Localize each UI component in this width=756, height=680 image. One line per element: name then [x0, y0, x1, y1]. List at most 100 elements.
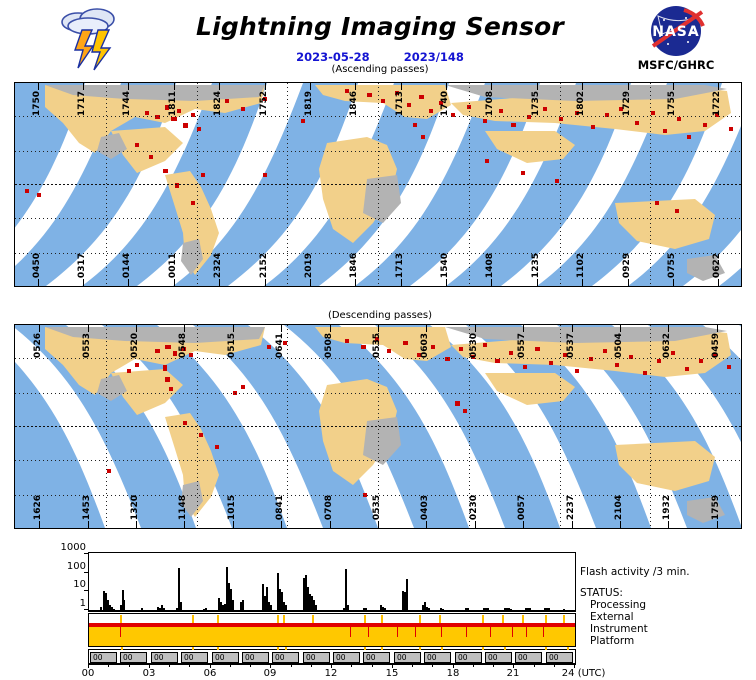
timeline-block[interactable]: 00 — [90, 652, 117, 663]
timeline-block[interactable]: 00 — [303, 652, 330, 663]
orbit-tick — [628, 279, 629, 286]
orbit-tick — [620, 521, 621, 528]
legend-status-external: External — [590, 611, 634, 623]
status-row-platform — [89, 637, 575, 646]
time-axis-label: 12 — [324, 668, 338, 679]
time-axis-minor-tick — [432, 664, 433, 667]
orbit-time-label: 1750 — [32, 91, 42, 117]
timeline-block[interactable]: 00 — [515, 652, 542, 663]
processing-status-tick — [502, 615, 504, 623]
map-descending-passes[interactable]: 0526 0553 0520 0548 0515 0641 0508 0535 0603 0530… — [14, 324, 742, 529]
flash-activity-bar — [141, 608, 143, 611]
time-axis-label: 00 — [81, 668, 95, 679]
flash-activity-bar — [345, 569, 347, 611]
timeline-block[interactable]: 00 — [485, 652, 512, 663]
time-axis-tick — [453, 664, 454, 668]
orbit-time-label: 1235 — [531, 252, 541, 278]
orbit-time-label: 1932 — [662, 494, 672, 520]
flash-activity-bar — [111, 607, 113, 611]
orbit-time-label: 0553 — [82, 333, 92, 359]
timeline-marker — [217, 647, 219, 650]
orbit-tick — [174, 83, 175, 90]
timeline-marker — [285, 647, 287, 650]
flash-activity-bar — [230, 589, 232, 611]
timeline-block[interactable]: 00 — [333, 652, 360, 663]
page-header: Lightning Imaging Sensor 2023-05-28 2023… — [0, 0, 756, 78]
orbit-tick — [83, 83, 84, 90]
timeline-block[interactable]: 00 — [546, 652, 573, 663]
flash-activity-bar — [544, 608, 546, 611]
processing-status-tick — [364, 615, 366, 623]
flash-activity-bar — [224, 604, 226, 611]
timeline-block[interactable]: 00 — [181, 652, 208, 663]
flash-markers-ascending — [25, 89, 733, 213]
timeline-block[interactable]: 00 — [242, 652, 269, 663]
orbit-tick — [281, 521, 282, 528]
time-axis-minor-tick — [534, 664, 535, 667]
flash-activity-bar — [266, 587, 268, 611]
flash-activity-chart[interactable] — [88, 552, 576, 612]
processing-status-tick — [381, 615, 383, 623]
time-axis-minor-tick — [250, 664, 251, 667]
orbit-time-label: 0450 — [32, 252, 42, 278]
flash-activity-bar — [382, 607, 384, 611]
orbit-time-label: 1540 — [440, 252, 450, 278]
orbit-tick — [620, 325, 621, 332]
orbit-time-label: 0603 — [420, 333, 430, 359]
gridline-lon — [650, 325, 651, 528]
time-axis-label: 06 — [203, 668, 217, 679]
orbit-time-label: 1740 — [440, 91, 450, 117]
external-status-tick — [490, 627, 491, 637]
flash-activity-bar — [226, 567, 228, 611]
observation-date: 2023-05-28 — [296, 50, 370, 64]
flash-activity-bar — [313, 600, 315, 611]
timeline-block[interactable]: 00 — [272, 652, 299, 663]
orbit-tick — [582, 83, 583, 90]
flash-activity-bar — [428, 608, 430, 611]
orbit-time-label: 1722 — [712, 91, 722, 117]
chart-y-tick-label: 100 — [66, 560, 86, 572]
orbit-time-label: 2019 — [304, 252, 314, 278]
orbit-time-label: 0632 — [662, 333, 672, 359]
timeline-block[interactable]: 00 — [120, 652, 147, 663]
flash-activity-bar — [157, 607, 159, 611]
orbit-time-label: 1148 — [178, 494, 188, 520]
timeline-block[interactable]: 00 — [363, 652, 390, 663]
legend-status-processing: Processing — [590, 599, 647, 611]
orbit-tick — [128, 83, 129, 90]
orbit-tick — [475, 325, 476, 332]
orbit-tick — [88, 325, 89, 332]
timeline-marker — [364, 647, 366, 650]
orbit-time-label: 0535 — [372, 494, 382, 520]
processing-status-tick — [439, 615, 441, 623]
orbit-tick — [426, 325, 427, 332]
timeline-block[interactable]: 00 — [151, 652, 178, 663]
processing-status-tick — [522, 615, 524, 623]
timeline-block[interactable]: 00 — [424, 652, 451, 663]
status-panel[interactable] — [88, 613, 576, 647]
orbit-tick — [673, 279, 674, 286]
map-ascending-passes[interactable]: 1750 1717 1744 1811 1824 1752 1819 1846 1713 1740… — [14, 82, 742, 287]
orbit-tick — [233, 325, 234, 332]
timeline-blocks-panel[interactable]: 00 00 00 00 00 00 00 00 00 00 00 00 00 00 00 00 — [88, 647, 576, 664]
nasa-center-label: MSFC/GHRC — [637, 58, 715, 72]
flash-activity-bar — [218, 598, 220, 611]
flash-activity-bar — [406, 579, 408, 611]
time-axis-minor-tick — [412, 664, 413, 667]
time-axis-minor-tick — [189, 664, 190, 667]
orbit-tick — [136, 325, 137, 332]
orbit-tick — [668, 325, 669, 332]
timeline-block[interactable]: 00 — [394, 652, 421, 663]
orbit-tick — [446, 279, 447, 286]
timeline-block[interactable]: 00 — [455, 652, 482, 663]
orbit-time-label: 1713 — [395, 91, 405, 117]
chart-y-tick-label: 10 — [73, 579, 86, 591]
flash-activity-bar — [305, 575, 307, 611]
orbit-tick — [717, 521, 718, 528]
flash-activity-bar — [281, 592, 283, 611]
external-status-tick — [512, 627, 513, 637]
orbit-time-label: 1015 — [227, 494, 237, 520]
external-status-tick — [350, 627, 351, 637]
orbit-time-label: 0929 — [622, 252, 632, 278]
timeline-block[interactable]: 00 — [212, 652, 239, 663]
